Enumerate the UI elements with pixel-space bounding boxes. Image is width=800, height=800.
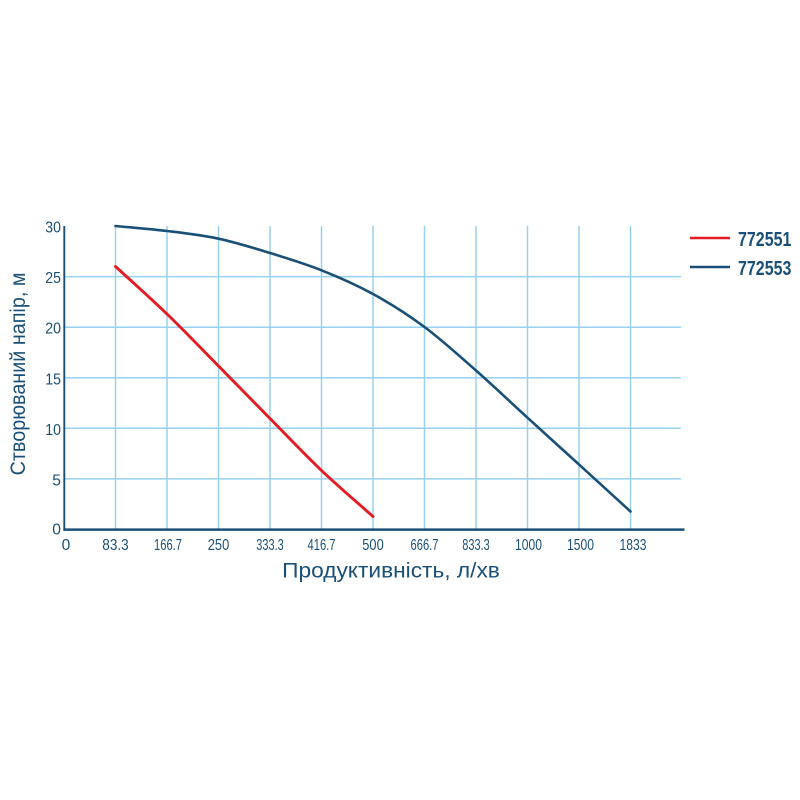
svg-text:30: 30 — [45, 219, 61, 237]
svg-text:772551: 772551 — [738, 229, 791, 251]
svg-text:500: 500 — [362, 537, 383, 555]
svg-text:1000: 1000 — [515, 536, 542, 554]
svg-text:5: 5 — [52, 472, 61, 489]
svg-text:10: 10 — [45, 421, 61, 439]
svg-text:0: 0 — [62, 537, 71, 554]
svg-text:833.3: 833.3 — [462, 536, 490, 554]
svg-text:333.3: 333.3 — [256, 536, 284, 554]
svg-text:25: 25 — [45, 269, 61, 287]
svg-text:1833: 1833 — [620, 536, 647, 554]
svg-text:166.7: 166.7 — [154, 536, 182, 553]
svg-text:666.7: 666.7 — [411, 536, 439, 553]
svg-text:83.3: 83.3 — [102, 537, 128, 554]
svg-text:416.7: 416.7 — [308, 536, 336, 553]
svg-text:1500: 1500 — [567, 536, 594, 554]
svg-text:15: 15 — [45, 371, 61, 389]
svg-text:20: 20 — [45, 320, 61, 338]
svg-text:Продуктивність, л/хв: Продуктивність, л/хв — [282, 558, 500, 582]
svg-text:0: 0 — [52, 521, 61, 538]
svg-text:772553: 772553 — [738, 258, 791, 280]
svg-text:250: 250 — [208, 537, 229, 555]
svg-text:Створюваний напір, м: Створюваний напір, м — [8, 273, 31, 476]
